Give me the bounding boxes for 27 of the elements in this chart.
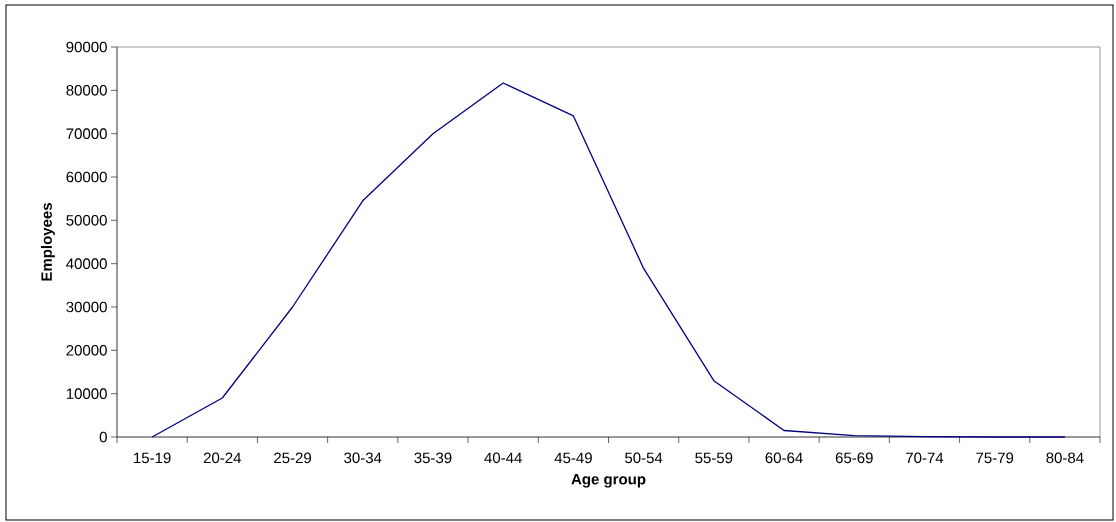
y-tick-label: 60000 <box>66 171 107 183</box>
x-tick-label: 60-64 <box>765 452 803 464</box>
x-tick-label: 70-74 <box>906 452 944 464</box>
x-tick-label: 75-79 <box>976 452 1014 464</box>
y-tick-label: 90000 <box>66 41 107 53</box>
x-tick-label: 45-49 <box>554 452 592 464</box>
y-tick-label: 40000 <box>66 258 107 269</box>
x-tick-label: 30-34 <box>344 452 382 464</box>
x-axis-title: Age group <box>571 474 646 488</box>
y-tick-label: 0 <box>99 431 107 443</box>
y-tick-label: 20000 <box>66 345 107 356</box>
x-tick-label: 50-54 <box>625 452 663 464</box>
x-tick-label: 25-29 <box>274 452 311 464</box>
x-tick-label: 65-69 <box>835 452 873 464</box>
y-tick-label: 30000 <box>66 301 107 313</box>
y-tick-label: 70000 <box>66 128 107 139</box>
x-tick-label: 20-24 <box>203 452 242 464</box>
y-tick-label: 10000 <box>66 388 107 399</box>
x-tick-label: 80-84 <box>1046 452 1084 464</box>
x-tick-label: 35-39 <box>414 452 452 464</box>
y-tick-label: 50000 <box>66 215 107 226</box>
line-series <box>151 82 1066 438</box>
y-axis-title: Employees <box>40 203 55 281</box>
x-tick-label: 15-19 <box>134 452 171 464</box>
x-tick-label: 40-44 <box>484 452 522 464</box>
x-tick-label: 55-59 <box>695 452 733 464</box>
y-tick-label: 80000 <box>66 85 107 96</box>
